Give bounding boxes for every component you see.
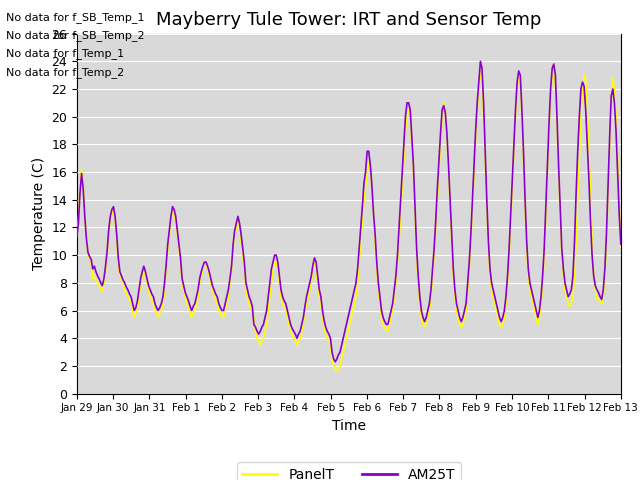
Text: No data for f_Temp_1: No data for f_Temp_1 [6, 48, 125, 60]
PanelT [73, 228, 81, 234]
PanelT [131, 314, 138, 320]
AM25T [73, 234, 81, 240]
AM25T [617, 241, 625, 247]
AM25T [134, 298, 141, 304]
PanelT [333, 369, 340, 374]
PanelT [172, 217, 180, 223]
Legend: PanelT, AM25T: PanelT, AM25T [237, 462, 461, 480]
AM25T [553, 114, 561, 120]
Text: No data for f_SB_Temp_2: No data for f_SB_Temp_2 [6, 30, 145, 41]
PanelT [134, 305, 141, 311]
Y-axis label: Temperature (C): Temperature (C) [31, 157, 45, 270]
AM25T [131, 308, 138, 313]
Line: PanelT: PanelT [77, 64, 621, 372]
PanelT [553, 120, 561, 126]
X-axis label: Time: Time [332, 419, 366, 433]
Text: No data for f_SB_Temp_1: No data for f_SB_Temp_1 [6, 12, 145, 23]
Title: Mayberry Tule Tower: IRT and Sensor Temp: Mayberry Tule Tower: IRT and Sensor Temp [156, 11, 541, 29]
PanelT [550, 61, 557, 67]
PanelT [617, 244, 625, 250]
AM25T [172, 214, 180, 219]
AM25T [245, 294, 253, 300]
Line: AM25T: AM25T [77, 61, 621, 362]
AM25T [477, 59, 484, 64]
AM25T [132, 305, 140, 311]
PanelT [245, 300, 253, 306]
AM25T [332, 359, 339, 365]
Text: No data for f_Temp_2: No data for f_Temp_2 [6, 67, 125, 78]
PanelT [132, 311, 140, 316]
